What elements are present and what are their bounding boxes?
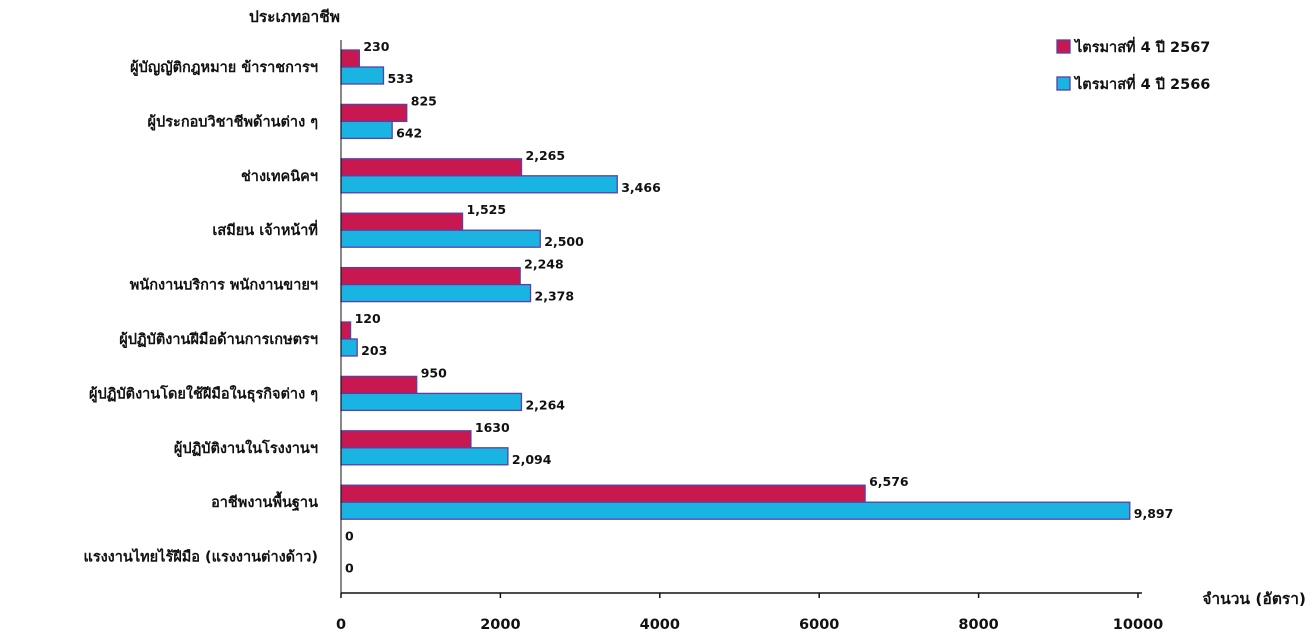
x-tick-label: 0	[336, 617, 346, 633]
bar-2566	[340, 120, 393, 140]
bar-2567	[340, 484, 866, 503]
x-tick-label: 6000	[799, 617, 839, 633]
legend-label-2567: ไตรมาสที่ 4 ปี 2567	[1073, 36, 1210, 56]
category-label: ผู้ปฏิบัติงานฝีมือด้านการเกษตรฯ	[119, 331, 318, 348]
value-label: 1630	[475, 420, 510, 435]
value-label: 230	[363, 39, 389, 54]
legend: ไตรมาสที่ 4 ปี 2567 ไตรมาสที่ 4 ปี 2566	[1056, 36, 1210, 93]
legend-swatch-2566	[1056, 76, 1071, 91]
x-tick-label: 4000	[640, 617, 680, 633]
bar-2566	[340, 338, 358, 357]
value-label: 825	[411, 93, 437, 108]
value-label: 203	[361, 343, 387, 358]
value-label: 950	[421, 365, 447, 380]
category-label: ผู้ปฏิบัติงานโดยใช้ฝีมือในธุรกิจต่าง ๆ	[89, 384, 318, 402]
bar-2567	[340, 103, 408, 123]
bar-2567	[340, 212, 464, 231]
legend-label-2566: ไตรมาสที่ 4 ปี 2566	[1073, 73, 1210, 93]
x-axis-title: จำนวน (อัตรา)	[1202, 590, 1306, 608]
value-label: 2,248	[524, 257, 564, 272]
value-label: 2,094	[512, 452, 552, 467]
bar-2567	[340, 158, 523, 177]
value-label: 1,525	[467, 202, 507, 217]
value-label: 2,265	[526, 148, 566, 163]
bar-2567	[340, 430, 472, 449]
x-tick-label: 2000	[480, 617, 520, 633]
value-label: 642	[396, 125, 422, 140]
value-label: 2,264	[525, 397, 565, 412]
category-label: ผู้ปฏิบัติงานในโรงงานฯ	[174, 439, 318, 457]
legend-swatch-2567	[1056, 39, 1071, 54]
x-tick-label: 8000	[958, 617, 998, 633]
value-label: 2,378	[535, 289, 575, 304]
bar-2566	[340, 447, 509, 466]
y-axis-title: ประเภทอาชีพ	[249, 8, 340, 26]
bar-2566	[340, 229, 541, 248]
value-label: 533	[387, 71, 413, 86]
bar-2567	[340, 321, 352, 340]
category-label: เสมียน เจ้าหน้าที่	[212, 219, 318, 239]
value-label: 120	[355, 311, 381, 326]
bar-2566	[340, 501, 1131, 520]
value-label: 9,897	[1134, 506, 1174, 521]
category-label: ผู้ประกอบวิชาชีพด้านต่าง ๆ	[148, 113, 318, 130]
bar-2567	[340, 49, 360, 68]
category-label: ช่างเทคนิคฯ	[241, 168, 318, 185]
value-label: 6,576	[869, 474, 909, 489]
value-label: 0	[345, 529, 354, 544]
bar-2567	[340, 266, 521, 286]
value-label: 0	[345, 561, 354, 576]
bar-2566	[340, 175, 618, 194]
category-labels-group: ผู้บัญญัติกฎหมาย ข้าราชการฯผู้ประกอบวิชา…	[83, 59, 318, 566]
value-label: 3,466	[621, 180, 661, 195]
value-labels-group: 230 533 825 642 2,265 3,466 1,525 2,500 2,248 2,3…	[345, 39, 1173, 576]
bar-2566	[340, 283, 532, 303]
x-tick-label: 10000	[1113, 617, 1163, 633]
value-label: 2,500	[544, 234, 584, 249]
category-label: ผู้บัญญัติกฎหมาย ข้าราชการฯ	[130, 59, 318, 76]
x-axis: 0 2000 4000 6000 8000 10000	[336, 40, 1163, 633]
bar-2566	[340, 66, 385, 85]
category-label: พนักงานบริการ พนักงานขายฯ	[130, 277, 318, 294]
bar-2567	[340, 375, 418, 395]
category-label: อาชีพงานพื้นฐาน	[211, 491, 318, 512]
bar-2566	[340, 392, 523, 412]
category-label: แรงงานไทยไร้ฝีมือ (แรงงานต่างด้าว)	[83, 548, 318, 566]
bars-group	[340, 49, 1131, 520]
